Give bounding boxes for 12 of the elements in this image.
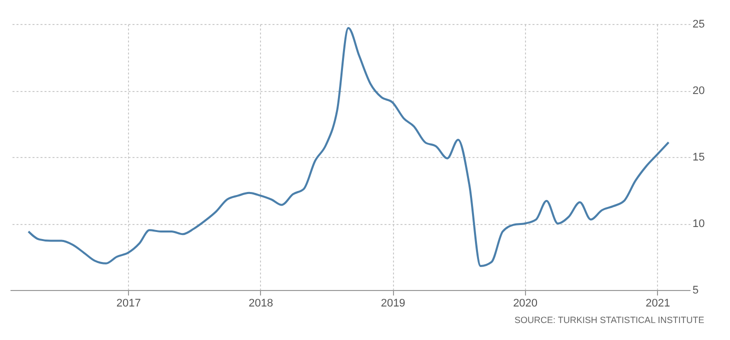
x-tick-label: 2021	[646, 298, 670, 310]
x-tick-label: 2017	[116, 298, 141, 310]
x-tick-label: 2020	[513, 298, 538, 310]
y-tick-label: 25	[692, 18, 705, 30]
x-tick-label: 2018	[248, 298, 274, 310]
y-tick-label: 5	[692, 284, 699, 296]
y-tick-label: 20	[692, 85, 705, 97]
x-tick-label: 2019	[380, 298, 406, 310]
line-series	[27, 26, 670, 268]
y-tick-label: 15	[692, 152, 705, 164]
y-tick-label: 10	[692, 218, 705, 230]
source-note: SOURCE: TURKISH STATISTICAL INSTITUTE	[514, 315, 704, 325]
